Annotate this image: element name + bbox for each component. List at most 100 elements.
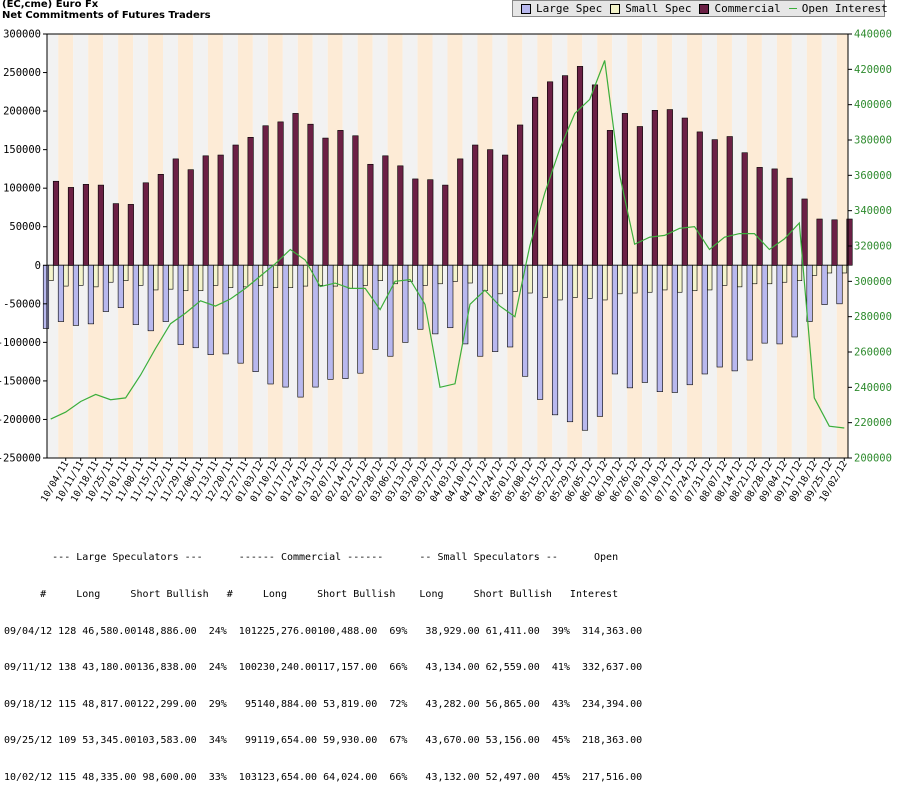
bar-small-spec	[722, 264, 728, 286]
y-left-tick-label: 200000	[3, 106, 41, 118]
cot-chart: 300000 250000 200000 150000 100000 50000 0 -500…	[0, 29, 892, 505]
bar-small-spec	[437, 264, 443, 285]
bar-small-spec	[138, 264, 144, 286]
chart-subtitle: Net Commitments of Futures Traders	[2, 10, 211, 21]
bar-large-spec	[432, 264, 439, 335]
y-right-tick-label: 280000	[854, 311, 892, 323]
bar-commercial	[262, 125, 269, 266]
table-row: 09/04/12 128 46,580.00148,886.00 24% 101…	[4, 625, 643, 637]
bg-stripe	[821, 34, 837, 458]
y-left-tick-label: -250000	[0, 453, 41, 465]
bar-commercial	[831, 219, 838, 266]
bar-commercial	[741, 152, 748, 266]
bar-large-spec	[102, 264, 109, 312]
bg-stripe	[417, 34, 433, 458]
bg-stripe	[761, 34, 777, 458]
bar-commercial	[112, 203, 119, 266]
bar-large-spec	[492, 264, 499, 352]
bar-commercial	[172, 158, 179, 266]
y-left-tick-label: 250000	[3, 67, 41, 79]
bar-commercial	[666, 109, 673, 266]
bar-large-spec	[177, 264, 184, 345]
legend-item-small-spec: Small Spec	[610, 2, 691, 15]
bar-large-spec	[776, 264, 783, 345]
bar-commercial	[561, 75, 569, 266]
bar-large-spec	[357, 264, 364, 374]
y-left-tick-label: 150000	[3, 144, 41, 156]
bg-stripe	[88, 34, 104, 458]
bar-small-spec	[377, 264, 383, 281]
bar-small-spec	[78, 264, 84, 286]
bar-small-spec	[422, 264, 428, 286]
bar-commercial	[187, 169, 194, 266]
bar-large-spec	[282, 264, 289, 388]
bar-commercial	[457, 158, 464, 266]
y-right-tick-label: 220000	[854, 417, 892, 429]
bg-stripe	[148, 34, 164, 458]
bar-small-spec	[797, 264, 803, 281]
legend-swatch-open-interest	[788, 8, 797, 9]
table-row: 10/02/12 115 48,335.00 98,600.00 33% 103…	[4, 771, 643, 783]
bar-small-spec	[302, 264, 309, 287]
legend-swatch-small-spec	[610, 3, 621, 14]
bar-small-spec	[108, 264, 114, 283]
bar-small-spec	[228, 264, 234, 288]
bar-commercial	[517, 124, 524, 266]
bar-small-spec	[647, 264, 653, 293]
bar-small-spec	[317, 264, 324, 286]
y-left-tick-label: 50000	[9, 221, 41, 233]
bar-large-spec	[462, 264, 469, 345]
bar-small-spec	[602, 264, 608, 301]
bar-large-spec	[656, 264, 663, 393]
bg-stripe	[118, 34, 134, 458]
bar-large-spec	[162, 264, 169, 322]
y-left-tick-label: 300000	[3, 29, 41, 41]
bar-commercial	[247, 137, 254, 266]
bar-commercial	[651, 110, 658, 266]
bar-commercial	[142, 182, 149, 266]
bar-commercial	[756, 167, 763, 266]
bar-commercial	[322, 137, 329, 266]
y-right-tick-label: 440000	[854, 29, 892, 41]
y-left-tick-label: -200000	[0, 414, 41, 426]
bar-large-spec	[147, 264, 154, 332]
table-header-groups: --- Large Speculators --- ------ Commerc…	[4, 552, 619, 564]
bar-commercial	[217, 154, 224, 266]
bar-small-spec	[153, 264, 159, 291]
bg-stripe	[836, 34, 848, 458]
bar-small-spec	[332, 264, 339, 287]
chart-title: (EC,cme) Euro Fx	[2, 0, 99, 10]
bar-large-spec	[402, 264, 409, 343]
bar-small-spec	[407, 264, 413, 282]
bar-small-spec	[527, 264, 533, 294]
bg-stripe	[73, 34, 89, 458]
y-right-tick-label: 260000	[854, 347, 892, 359]
bar-small-spec	[617, 264, 623, 295]
bar-commercial	[127, 204, 134, 266]
legend-item-open-interest: Open Interest	[788, 2, 888, 15]
bar-small-spec	[392, 264, 398, 285]
bar-large-spec	[806, 264, 813, 322]
bar-large-spec	[537, 264, 544, 400]
bar-commercial	[636, 126, 643, 266]
legend-label-large-spec: Large Spec	[536, 2, 603, 15]
bar-large-spec	[132, 264, 139, 325]
bar-small-spec	[123, 264, 129, 281]
bar-commercial	[502, 154, 509, 266]
bg-stripe	[791, 34, 807, 458]
bg-stripe	[58, 34, 74, 458]
bar-commercial	[52, 180, 60, 266]
bar-commercial	[337, 130, 344, 266]
bar-small-spec	[707, 264, 713, 291]
bar-commercial	[786, 177, 793, 266]
bar-large-spec	[671, 264, 678, 393]
y-left-tick-label: -50000	[3, 298, 41, 310]
bar-large-spec	[237, 264, 244, 364]
y-left-tick-label: 100000	[3, 183, 41, 195]
bar-large-spec	[761, 264, 768, 344]
y-right-tick-label: 360000	[854, 170, 892, 182]
bar-small-spec	[213, 264, 219, 286]
bg-stripe	[103, 34, 119, 458]
bar-large-spec	[566, 264, 574, 423]
bar-small-spec	[752, 264, 758, 285]
